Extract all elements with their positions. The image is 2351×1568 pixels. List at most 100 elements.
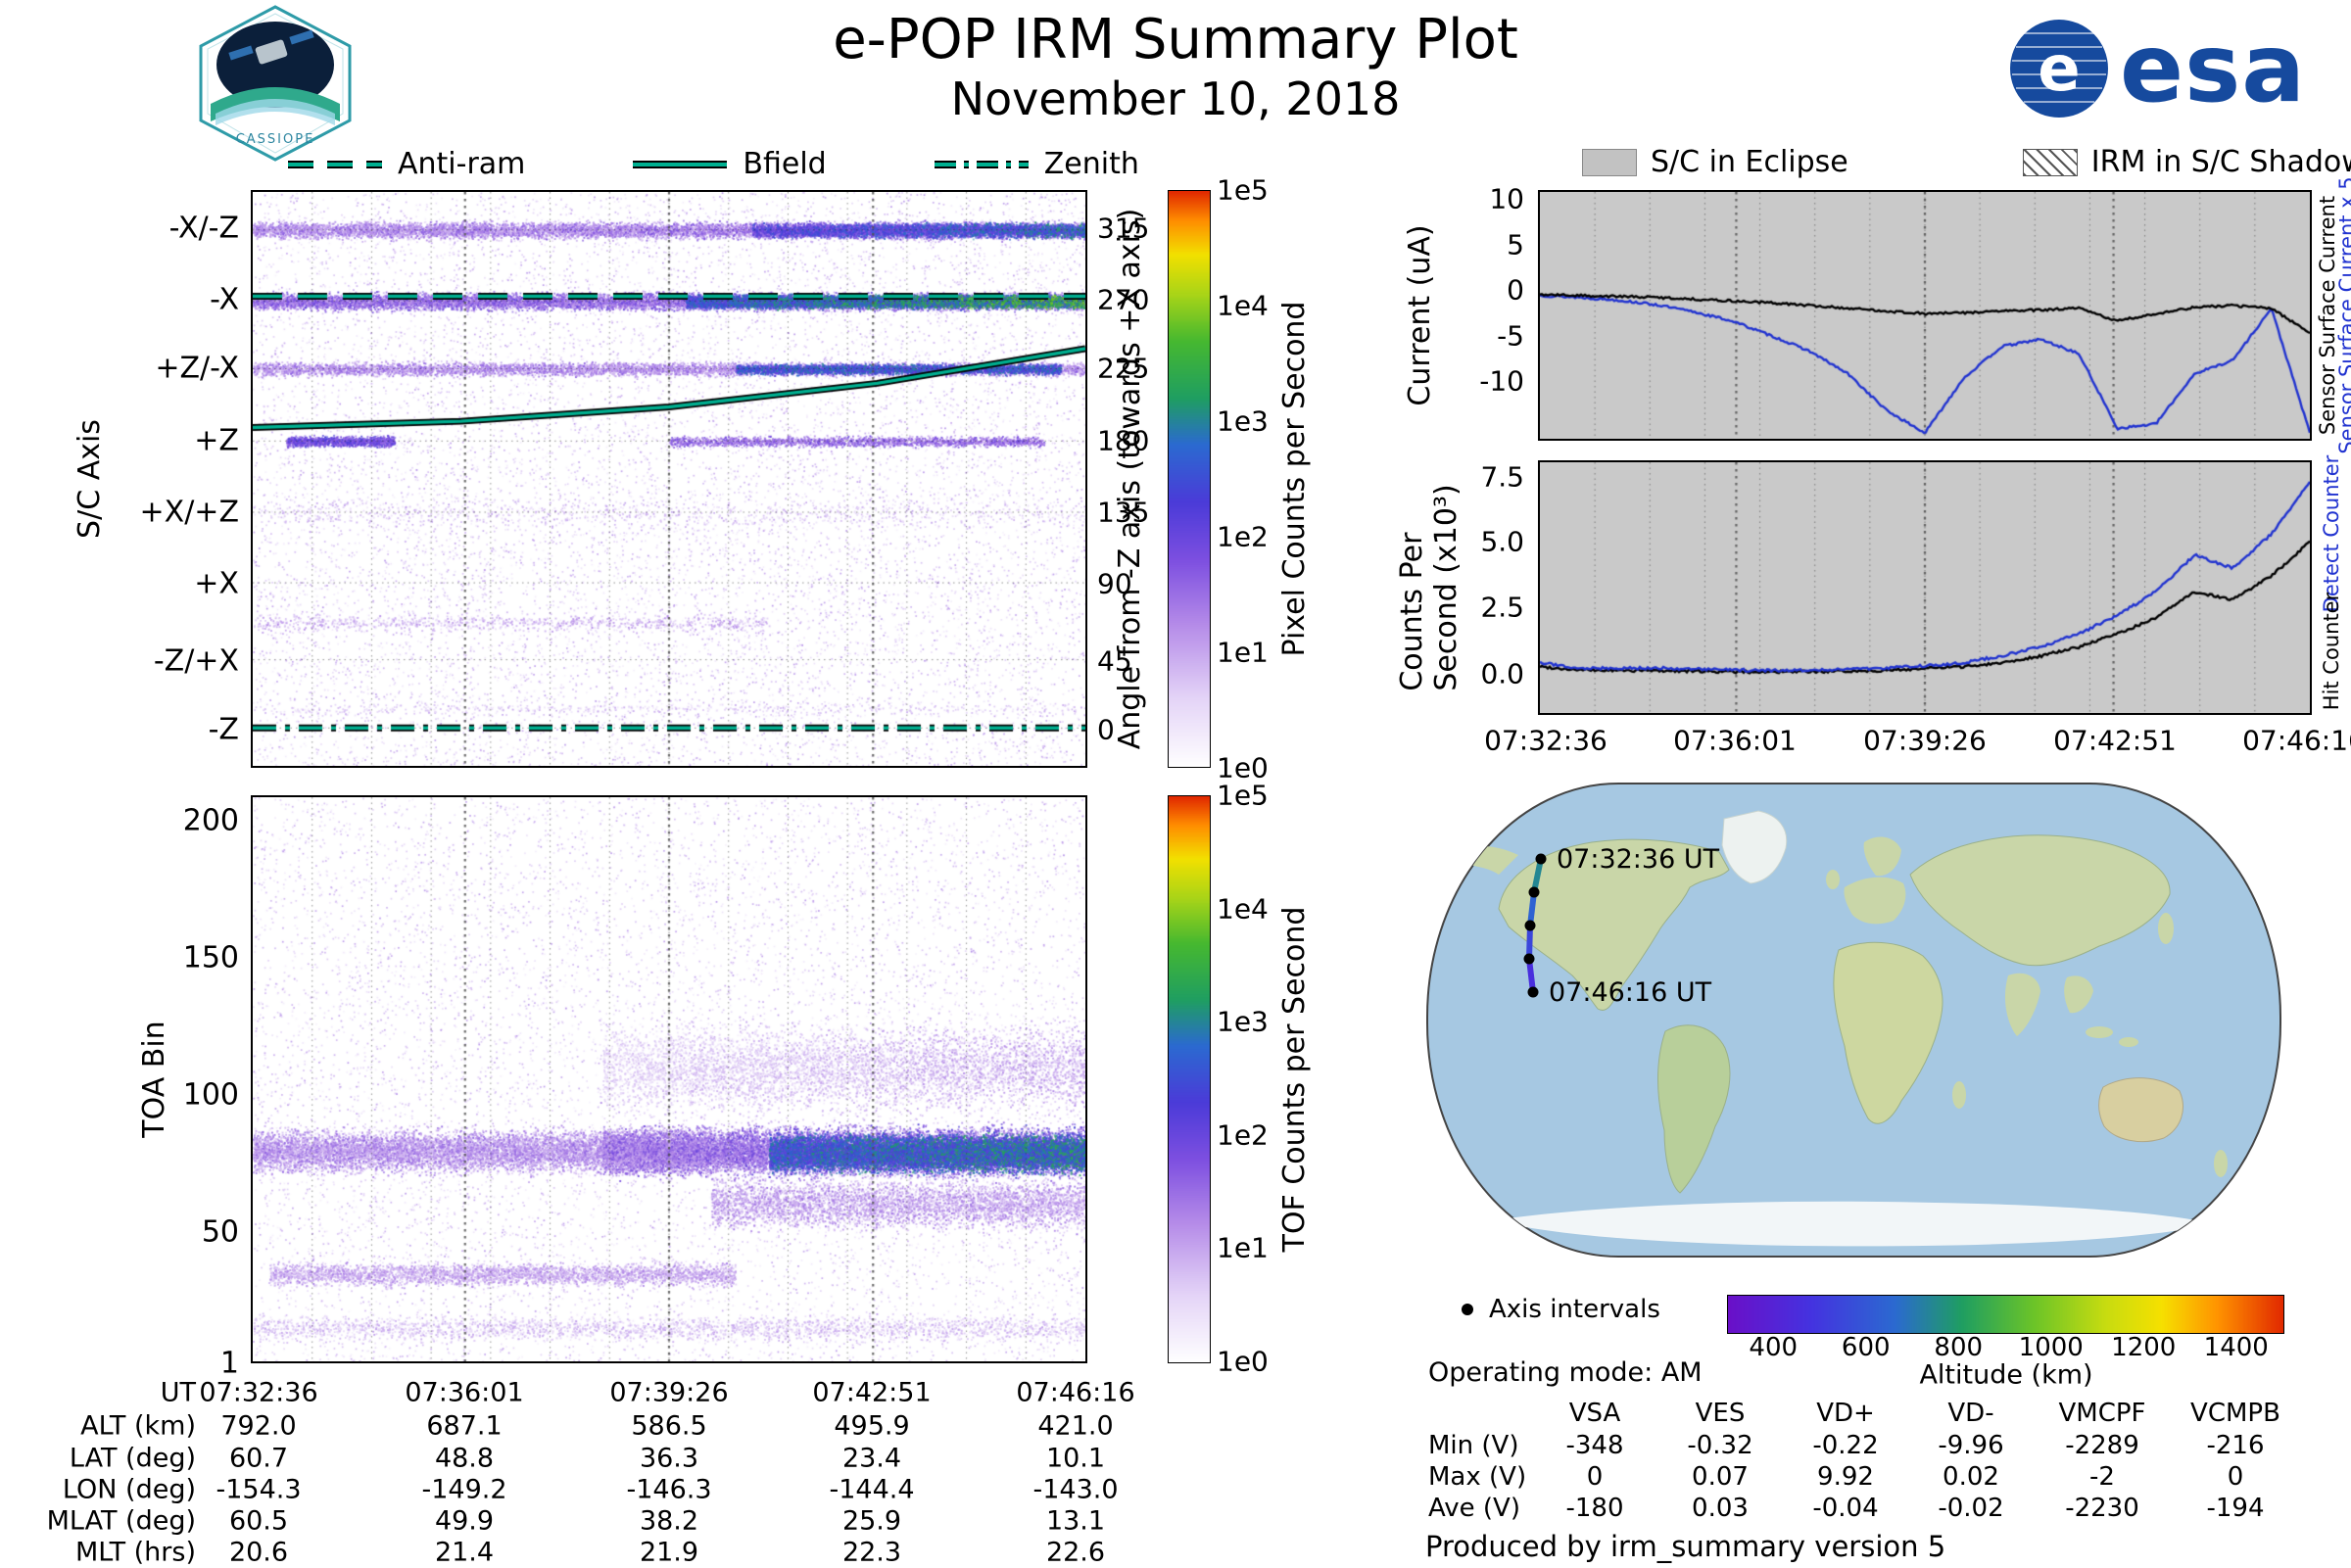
ephemeris-row-label: LAT (deg)	[69, 1443, 196, 1474]
counters-tick: 0.0	[1480, 657, 1524, 690]
pixel-counts-colorbar	[1168, 190, 1211, 768]
ephemeris-cell: 07:39:26	[609, 1377, 729, 1408]
sc-axis-overlay-legend: Anti-ram Bfield Zenith	[286, 147, 1139, 181]
time-tick: 07:36:01	[1673, 724, 1797, 757]
pixel-counts-colorbar-tick: 1e4	[1217, 289, 1269, 322]
angle-tick: 135	[1097, 496, 1150, 529]
voltage-cell: -194	[2206, 1494, 2265, 1523]
track-time-label: 07:32:36 UT	[1557, 844, 1720, 875]
bfield-line-swatch	[633, 160, 728, 168]
plot-date: November 10, 2018	[950, 72, 1401, 125]
ephemeris-row-label: MLT (hrs)	[74, 1537, 196, 1568]
ephemeris-cell: -144.4	[829, 1474, 915, 1505]
toa-tick: 150	[182, 940, 239, 975]
pixel-counts-colorbar-label: Pixel Counts per Second	[1277, 301, 1312, 657]
sc-axis-spectrogram-canvas	[253, 192, 1085, 766]
satellite-icon	[255, 39, 288, 65]
eclipse-swatch	[1582, 148, 1637, 176]
angle-tick: 225	[1097, 352, 1150, 385]
ephemeris-cell: 07:46:16	[1016, 1377, 1135, 1408]
tof-counts-colorbar-tick: 1e3	[1217, 1005, 1269, 1038]
sc-axis-ylabel: S/C Axis	[72, 419, 107, 539]
ephemeris-cell: 49.9	[434, 1505, 495, 1537]
time-tick: 07:42:51	[2053, 724, 2177, 757]
cassiope-mission-logo: CASSIOPE	[199, 5, 352, 162]
tof-counts-colorbar-tick: 1e0	[1217, 1345, 1269, 1378]
voltage-column-header: VD-	[1947, 1399, 1994, 1428]
voltage-row-label: Ave (V)	[1428, 1494, 1520, 1523]
zenith-label: Zenith	[1043, 147, 1139, 181]
counters-ylabel: Counts Per Second (x10³)	[1395, 484, 1463, 691]
ephemeris-cell: -154.3	[216, 1474, 302, 1505]
angle-tick: 45	[1097, 644, 1132, 678]
ground-track: 07:32:36 UT 07:46:16 UT	[1523, 844, 1720, 1008]
ephemeris-cell: -143.0	[1032, 1474, 1119, 1505]
sc-axis-category: +X/+Z	[139, 495, 239, 530]
angle-tick: 315	[1097, 212, 1150, 245]
altitude-tick: 1200	[2111, 1333, 2177, 1362]
voltage-cell: 9.92	[1817, 1462, 1874, 1492]
altitude-colorbar-canvas	[1728, 1296, 2283, 1333]
ephemeris-cell: 10.1	[1045, 1443, 1106, 1474]
tof-counts-colorbar-tick: 1e2	[1217, 1118, 1269, 1152]
voltage-cell: -0.02	[1938, 1494, 2004, 1523]
voltage-column-header: VSA	[1568, 1399, 1621, 1428]
ephemeris-cell: 20.6	[228, 1537, 289, 1568]
sc-axis-category: +Z	[194, 423, 239, 458]
voltage-column-header: VD+	[1816, 1399, 1875, 1428]
sc-axis-category: -X	[210, 282, 239, 317]
counters-tick: 2.5	[1480, 591, 1524, 624]
ephemeris-cell: 21.4	[434, 1537, 495, 1568]
track-time-label: 07:46:16 UT	[1549, 977, 1712, 1008]
anti-ram-label: Anti-ram	[398, 147, 526, 181]
sc-axis-spectrogram-panel	[251, 190, 1087, 768]
ephemeris-row-label: MLAT (deg)	[46, 1505, 196, 1537]
time-tick: 07:32:36	[1484, 724, 1607, 757]
pixel-counts-colorbar-canvas	[1169, 191, 1210, 767]
toa-ylabel: TOA Bin	[137, 1021, 171, 1138]
angle-tick: 90	[1097, 567, 1132, 600]
toa-tick: 100	[182, 1077, 239, 1113]
ephemeris-cell: 792.0	[220, 1410, 297, 1442]
voltage-column-header: VCMPB	[2190, 1399, 2280, 1428]
current-ylabel: Current (uA)	[1403, 224, 1437, 406]
ephemeris-cell: 23.4	[841, 1443, 902, 1474]
ephemeris-cell: 07:42:51	[812, 1377, 932, 1408]
voltage-cell: -2230	[2065, 1494, 2139, 1523]
tof-counts-colorbar-tick: 1e5	[1217, 779, 1269, 812]
angle-tick: 270	[1097, 283, 1150, 316]
voltage-cell: -9.96	[1938, 1431, 2004, 1460]
current-tick: 5	[1507, 228, 1524, 261]
toa-tick: 50	[201, 1214, 239, 1250]
bfield-label: Bfield	[743, 147, 827, 181]
voltage-cell: -2	[2089, 1462, 2115, 1492]
page-title: e-POP IRM Summary Plot	[833, 8, 1518, 71]
pixel-counts-colorbar-tick: 1e1	[1217, 636, 1269, 669]
anti-ram-line-swatch	[288, 160, 382, 168]
axis-interval-dot	[1527, 986, 1539, 998]
voltage-column-header: VMCPF	[2058, 1399, 2146, 1428]
axis-interval-dot-icon	[1462, 1304, 1473, 1315]
shadow-swatch	[2022, 148, 2078, 176]
voltage-cell: -0.04	[1812, 1494, 1879, 1523]
ephemeris-cell: 21.9	[639, 1537, 699, 1568]
voltage-cell: 0	[2227, 1462, 2244, 1492]
ephemeris-cell: 586.5	[631, 1410, 707, 1442]
toa-tick: 1	[219, 1346, 239, 1381]
ephemeris-cell: 36.3	[639, 1443, 699, 1474]
esa-logo: e esa	[2008, 14, 2306, 123]
axis-interval-dot	[1528, 886, 1540, 898]
eclipse-label: S/C in Eclipse	[1651, 145, 1848, 179]
ephemeris-cell: 22.6	[1045, 1537, 1106, 1568]
toa-tick: 200	[182, 803, 239, 838]
voltage-cell: -2289	[2065, 1431, 2139, 1460]
tof-counts-colorbar-tick: 1e4	[1217, 892, 1269, 926]
angle-tick: 180	[1097, 424, 1150, 457]
voltage-row-label: Max (V)	[1428, 1462, 1527, 1492]
axis-interval-dot	[1535, 853, 1547, 865]
voltage-cell: -216	[2206, 1431, 2265, 1460]
pixel-counts-colorbar-tick: 1e5	[1217, 173, 1269, 207]
axis-intervals-label: Axis intervals	[1489, 1295, 1660, 1324]
pixel-counts-colorbar-tick: 1e3	[1217, 404, 1269, 438]
ephemeris-cell: 07:36:01	[405, 1377, 524, 1408]
